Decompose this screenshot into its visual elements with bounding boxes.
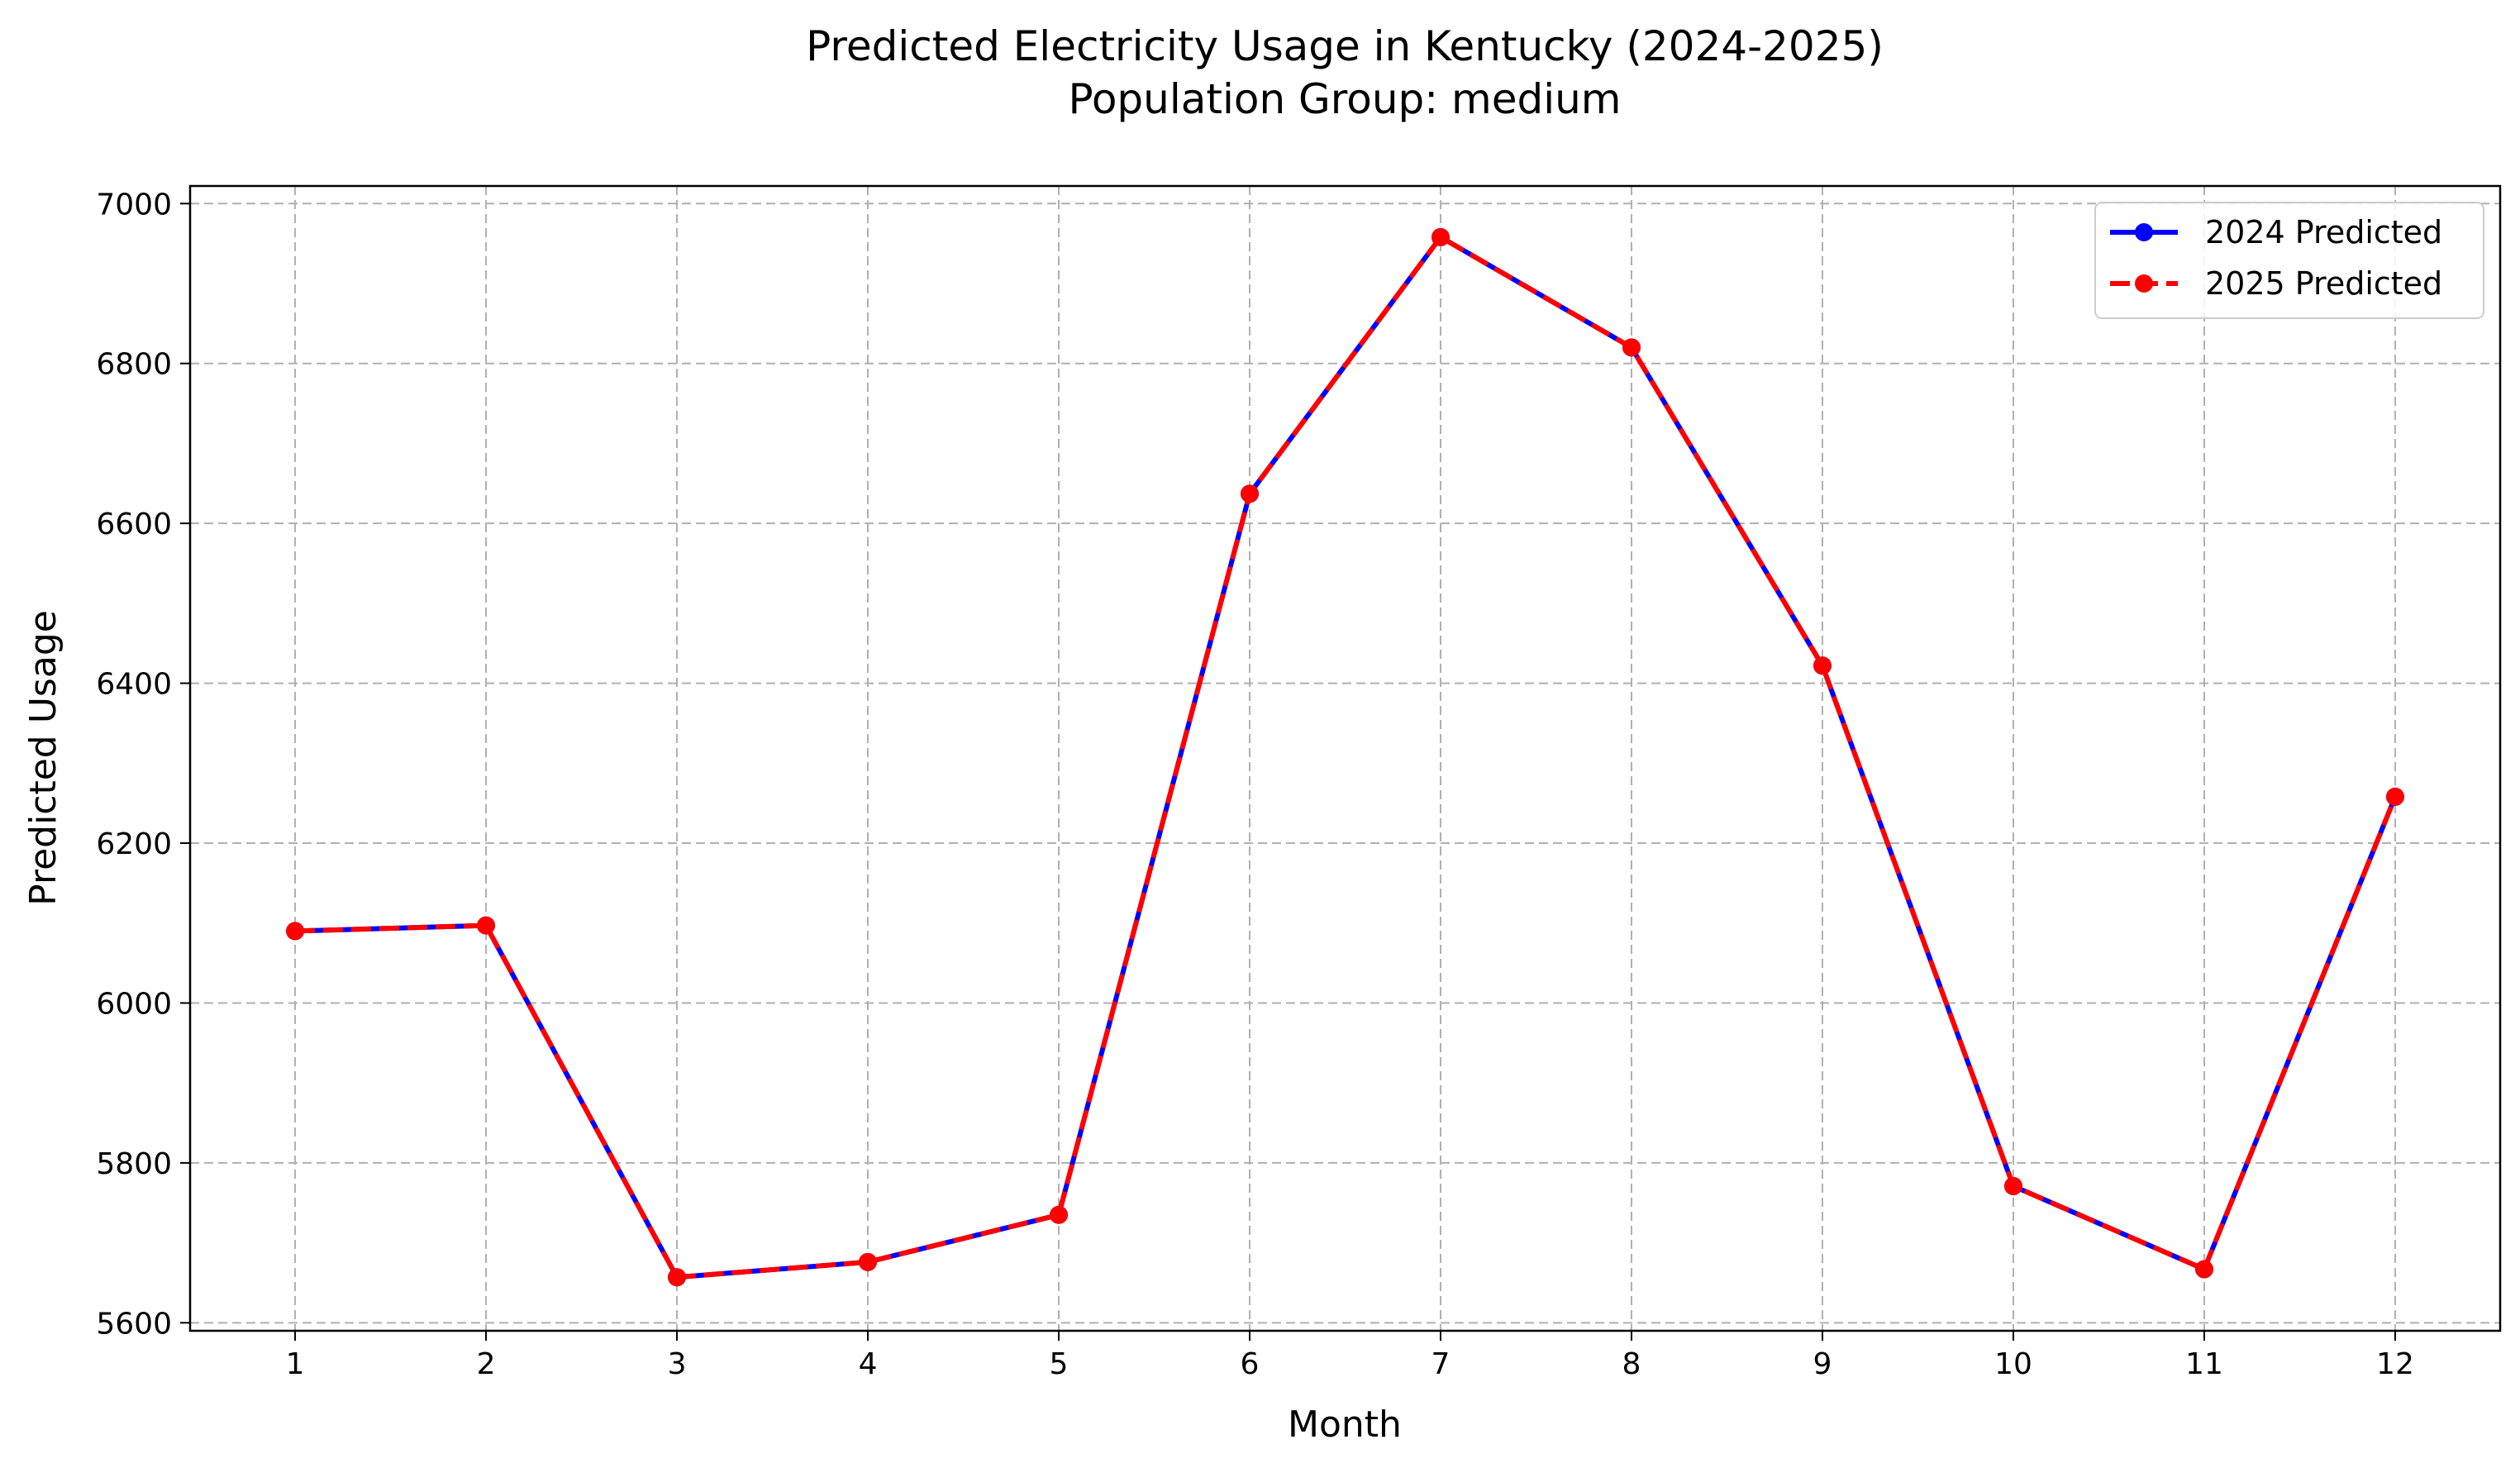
legend-label-2025: 2025 Predicted <box>2205 265 2442 302</box>
x-tick-label: 1 <box>286 1347 305 1381</box>
x-tick-label: 10 <box>1994 1347 2032 1381</box>
data-point-1 <box>1050 1205 1069 1224</box>
data-point-1 <box>1431 227 1450 246</box>
y-tick-label: 7000 <box>96 188 172 222</box>
legend: 2024 Predicted 2025 Predicted <box>2094 202 2484 319</box>
y-axis-ticks: 5600 5800 6000 6200 6400 6600 6800 7000 <box>96 188 190 1341</box>
x-tick-label: 11 <box>2185 1347 2223 1381</box>
y-tick-label: 6800 <box>96 348 172 382</box>
data-point-1 <box>859 1252 878 1271</box>
legend-marker-2024 <box>2135 223 2153 241</box>
data-point-1 <box>2385 787 2404 806</box>
data-point-1 <box>1813 656 1832 675</box>
x-tick-label: 9 <box>1813 1347 1832 1381</box>
series-lines <box>286 227 2404 1287</box>
plot-area-frame <box>188 184 2502 1332</box>
legend-box <box>2094 202 2484 319</box>
x-tick-label: 8 <box>1622 1347 1641 1381</box>
legend-marker-2025 <box>2135 274 2153 293</box>
data-point-1 <box>286 922 305 941</box>
data-point-1 <box>668 1268 687 1287</box>
y-tick-label: 6200 <box>96 827 172 861</box>
chart-title: Predicted Electricity Usage in Kentucky … <box>806 22 1884 70</box>
series-line-1 <box>294 234 2398 1280</box>
x-tick-label: 4 <box>859 1347 878 1381</box>
y-axis-label: Predicted Usage <box>22 610 64 906</box>
data-point-1 <box>2194 1260 2213 1279</box>
data-point-1 <box>2003 1176 2022 1195</box>
y-tick-label: 6400 <box>96 668 172 702</box>
y-tick-label: 5800 <box>96 1147 172 1181</box>
data-point-1 <box>1622 338 1641 357</box>
x-tick-label: 12 <box>2376 1347 2414 1381</box>
data-point-1 <box>477 916 496 935</box>
chart-subtitle: Population Group: medium <box>1068 75 1621 123</box>
x-tick-label: 5 <box>1050 1347 1069 1381</box>
legend-label-2024: 2024 Predicted <box>2205 214 2442 250</box>
x-tick-label: 6 <box>1241 1347 1260 1381</box>
x-axis-ticks: 1 2 3 4 5 6 7 8 9 10 11 12 <box>286 1331 2414 1381</box>
y-tick-label: 6600 <box>96 508 172 541</box>
x-tick-label: 2 <box>477 1347 496 1381</box>
x-tick-label: 7 <box>1431 1347 1451 1381</box>
x-axis-label: Month <box>1288 1404 1402 1446</box>
x-tick-label: 3 <box>668 1347 687 1381</box>
data-point-1 <box>1241 484 1260 503</box>
y-tick-label: 5600 <box>96 1307 172 1341</box>
y-tick-label: 6000 <box>96 987 172 1021</box>
